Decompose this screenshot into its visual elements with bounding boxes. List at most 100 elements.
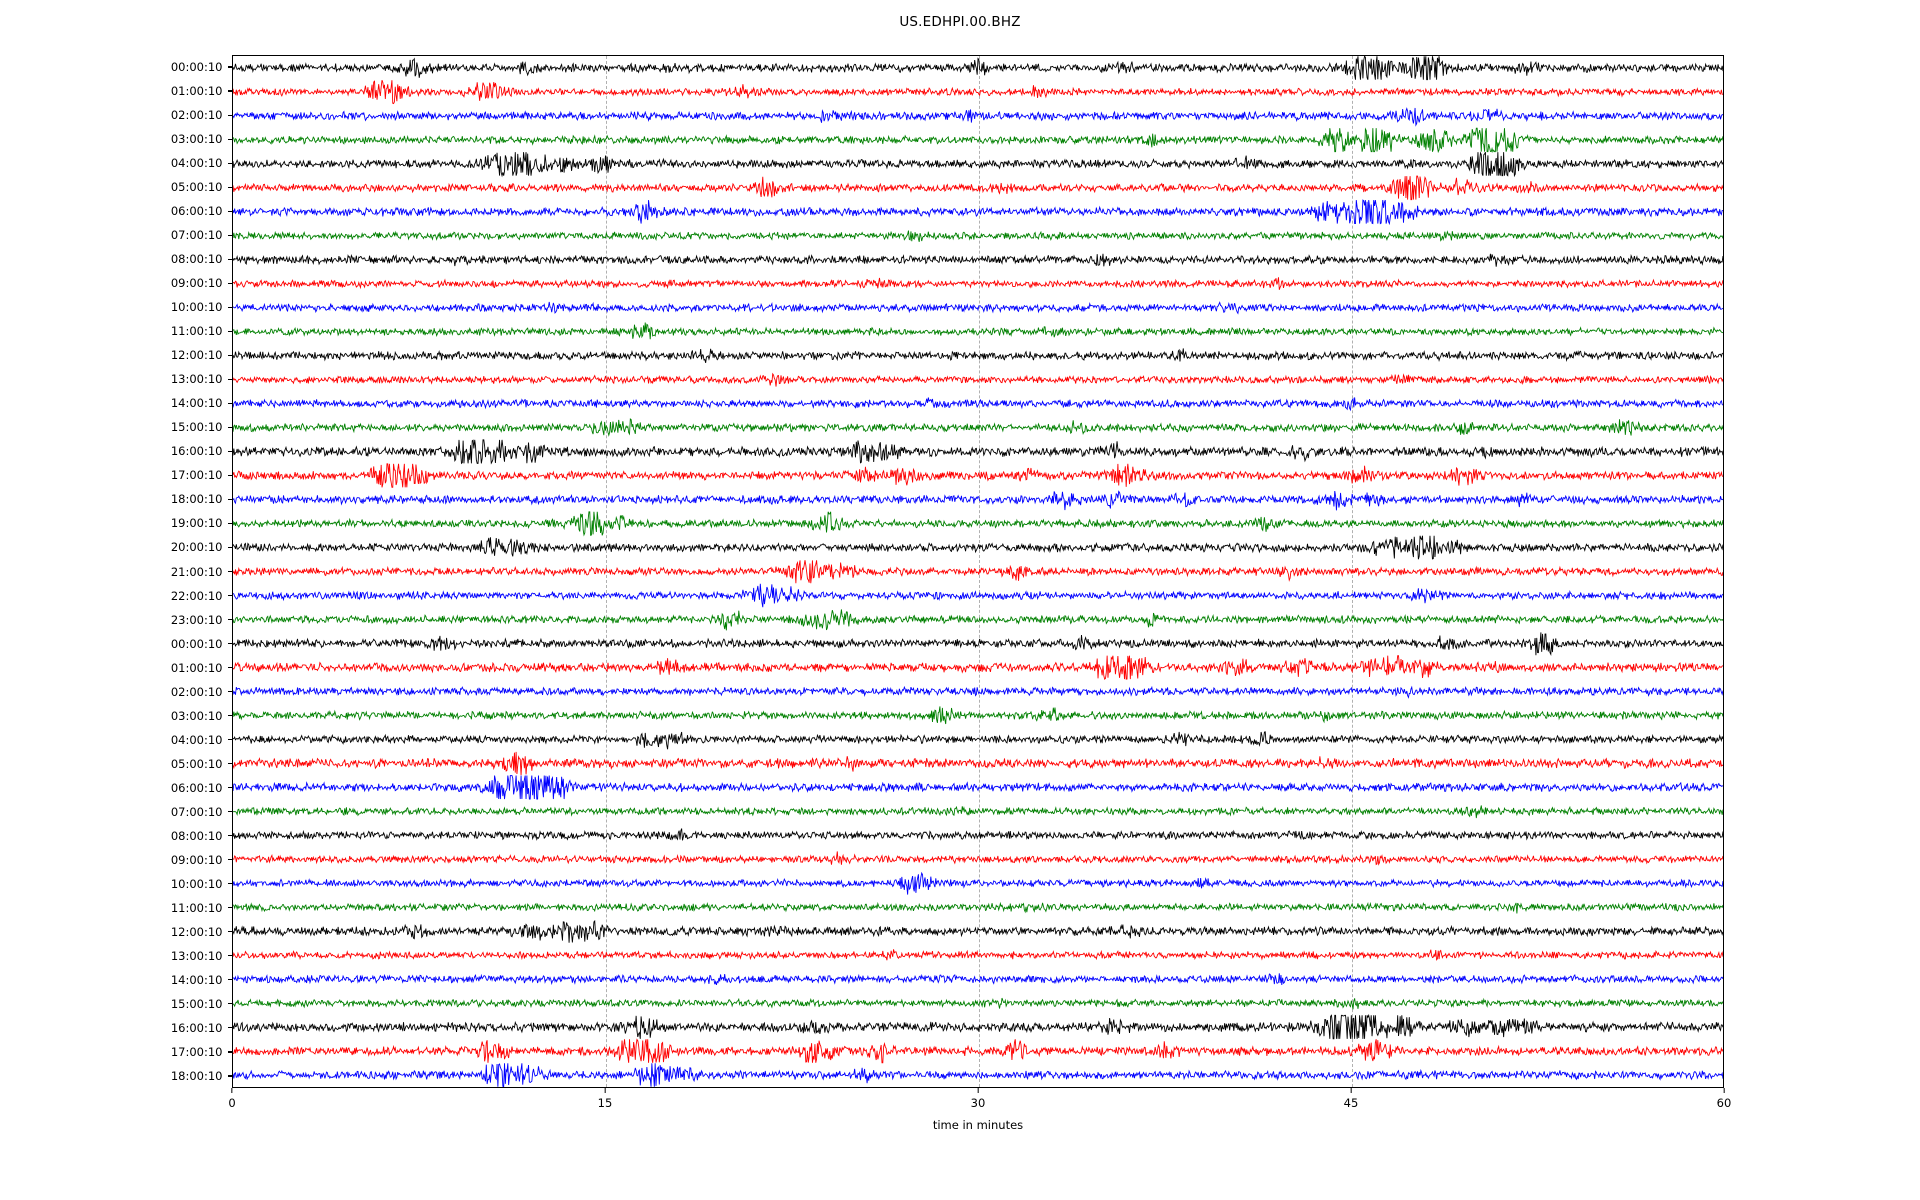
y-tick-label: 10:00:10: [170, 876, 223, 891]
y-tick-row: 21:00:10: [171, 565, 232, 579]
y-tick-row: 02:00:10: [171, 108, 232, 122]
waveform-trace: [233, 253, 1723, 267]
y-tick-mark: [227, 354, 232, 356]
y-tick-mark: [227, 931, 232, 933]
y-tick-label: 03:00:10: [170, 132, 223, 147]
waveform-traces: [233, 56, 1723, 1087]
y-tick-mark: [227, 1027, 232, 1029]
y-tick-row: 14:00:10: [171, 396, 232, 410]
y-tick-row: 10:00:10: [171, 877, 232, 891]
y-tick-mark: [227, 1075, 232, 1077]
y-tick-mark: [227, 883, 232, 885]
y-tick-row: 09:00:10: [171, 853, 232, 867]
y-axis-tick-labels: 00:00:10 01:00:10 02:00:10 03:00:10 04:00:10…: [0, 55, 232, 1088]
y-tick-label: 18:00:10: [170, 492, 223, 507]
y-tick-label: 12:00:10: [170, 924, 223, 939]
y-tick-label: 00:00:10: [170, 636, 223, 651]
y-tick-mark: [227, 667, 232, 669]
y-tick-label: 06:00:10: [170, 780, 223, 795]
x-tick-0: 0: [228, 1088, 236, 1110]
y-tick-row: 08:00:10: [171, 829, 232, 843]
y-tick-label: 17:00:10: [170, 468, 223, 483]
waveform-trace: [233, 56, 1723, 81]
y-tick-label: 03:00:10: [170, 708, 223, 723]
y-tick-mark: [227, 715, 232, 717]
y-tick-label: 00:00:10: [170, 60, 223, 74]
waveform-trace: [233, 1038, 1723, 1064]
y-tick-row: 05:00:10: [171, 757, 232, 771]
y-tick-label: 19:00:10: [170, 516, 223, 531]
y-tick-row: 15:00:10: [171, 420, 232, 434]
y-tick-mark: [227, 258, 232, 260]
y-tick-label: 04:00:10: [170, 156, 223, 171]
waveform-trace: [233, 1013, 1723, 1040]
y-tick-row: 19:00:10: [171, 516, 232, 530]
y-tick-mark: [227, 114, 232, 116]
y-tick-label: 15:00:10: [170, 420, 223, 435]
y-tick-row: 18:00:10: [171, 1069, 232, 1083]
x-tick-label: 30: [970, 1095, 986, 1110]
waveform-trace: [233, 655, 1723, 681]
y-tick-label: 08:00:10: [170, 828, 223, 843]
y-tick-row: 00:00:10: [171, 60, 232, 74]
waveform-trace: [233, 919, 1723, 943]
y-tick-label: 13:00:10: [170, 948, 223, 963]
x-tick-label: 60: [1716, 1095, 1732, 1110]
y-tick-mark: [227, 162, 232, 164]
waveform-trace: [233, 439, 1723, 465]
y-tick-mark: [227, 594, 232, 597]
waveform-trace: [233, 560, 1723, 584]
x-tick-label: 15: [597, 1095, 613, 1110]
waveform-trace: [233, 490, 1723, 511]
y-tick-label: 13:00:10: [170, 372, 223, 387]
y-tick-label: 02:00:10: [170, 684, 223, 699]
x-tick-30: 30: [970, 1088, 986, 1110]
y-tick-label: 06:00:10: [170, 204, 223, 219]
waveform-trace: [233, 107, 1723, 127]
waveform-trace: [233, 127, 1723, 154]
y-tick-mark: [227, 907, 232, 909]
y-tick-row: 03:00:10: [171, 709, 232, 723]
y-tick-label: 09:00:10: [170, 852, 223, 867]
waveform-trace: [233, 901, 1723, 914]
y-tick-row: 11:00:10: [171, 324, 232, 338]
y-tick-mark: [227, 90, 232, 92]
y-tick-label: 12:00:10: [170, 348, 223, 363]
x-tick-mark: [231, 1088, 233, 1093]
waveform-trace: [233, 775, 1723, 800]
x-tick-mark: [977, 1088, 979, 1093]
y-tick-mark: [227, 691, 232, 693]
y-tick-row: 07:00:10: [171, 228, 232, 242]
waveform-trace: [233, 511, 1723, 537]
waveform-trace: [233, 372, 1723, 387]
y-tick-row: 06:00:10: [171, 204, 232, 218]
y-tick-mark: [227, 763, 232, 765]
y-tick-label: 01:00:10: [170, 84, 223, 99]
y-tick-row: 05:00:10: [171, 180, 232, 194]
y-tick-label: 17:00:10: [170, 1044, 223, 1059]
y-tick-mark: [227, 859, 232, 861]
y-tick-mark: [227, 570, 232, 573]
y-tick-row: 01:00:10: [171, 661, 232, 675]
y-tick-label: 05:00:10: [170, 180, 223, 195]
y-tick-row: 00:00:10: [171, 637, 232, 651]
x-tick-15: 15: [597, 1088, 613, 1110]
x-tick-mark: [1723, 1088, 1725, 1093]
y-tick-label: 07:00:10: [170, 228, 223, 243]
y-tick-label: 23:00:10: [170, 612, 223, 627]
y-tick-label: 02:00:10: [170, 108, 223, 123]
x-tick-mark: [1350, 1088, 1352, 1093]
y-tick-mark: [227, 811, 232, 813]
y-tick-label: 08:00:10: [170, 252, 223, 267]
y-tick-row: 17:00:10: [171, 468, 232, 482]
waveform-trace: [233, 80, 1723, 105]
y-tick-mark: [227, 1051, 232, 1053]
y-tick-row: 04:00:10: [171, 156, 232, 170]
waveform-trace: [233, 1063, 1723, 1087]
waveform-trace: [233, 805, 1723, 819]
waveform-trace: [233, 535, 1723, 560]
waveform-trace: [233, 685, 1723, 699]
y-tick-row: 16:00:10: [171, 444, 232, 458]
y-tick-row: 10:00:10: [171, 300, 232, 314]
y-tick-row: 22:00:10: [171, 589, 232, 603]
